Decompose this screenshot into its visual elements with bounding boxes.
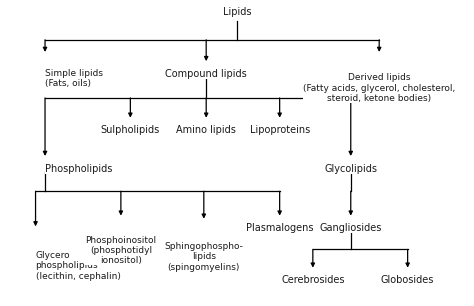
Text: Glycero
phospholipids
(lecithin, cephalin): Glycero phospholipids (lecithin, cephali… [36,251,120,281]
Text: Glycolipids: Glycolipids [324,164,377,174]
Text: Lipoproteins: Lipoproteins [249,125,310,136]
Text: Phospholipids: Phospholipids [45,164,112,174]
Text: Plasmalogens: Plasmalogens [246,223,313,233]
Text: Lipids: Lipids [223,7,251,17]
Text: Compound lipids: Compound lipids [165,69,247,79]
Text: Cerebrosides: Cerebrosides [281,275,345,285]
Text: Amino lipids: Amino lipids [176,125,236,136]
Text: Sulpholipids: Sulpholipids [101,125,160,136]
Text: Sphingophospho-
lipids
(spingomyelins): Sphingophospho- lipids (spingomyelins) [164,242,243,271]
Text: Phosphoinositol
(phosphotidyl
ionositol): Phosphoinositol (phosphotidyl ionositol) [85,236,156,265]
Text: Derived lipids
(Fatty acids, glycerol, cholesterol,
steroid, ketone bodies): Derived lipids (Fatty acids, glycerol, c… [303,73,456,103]
Text: Globosides: Globosides [381,275,434,285]
Text: Simple lipids
(Fats, oils): Simple lipids (Fats, oils) [45,69,103,88]
Text: Gangliosides: Gangliosides [319,223,382,233]
